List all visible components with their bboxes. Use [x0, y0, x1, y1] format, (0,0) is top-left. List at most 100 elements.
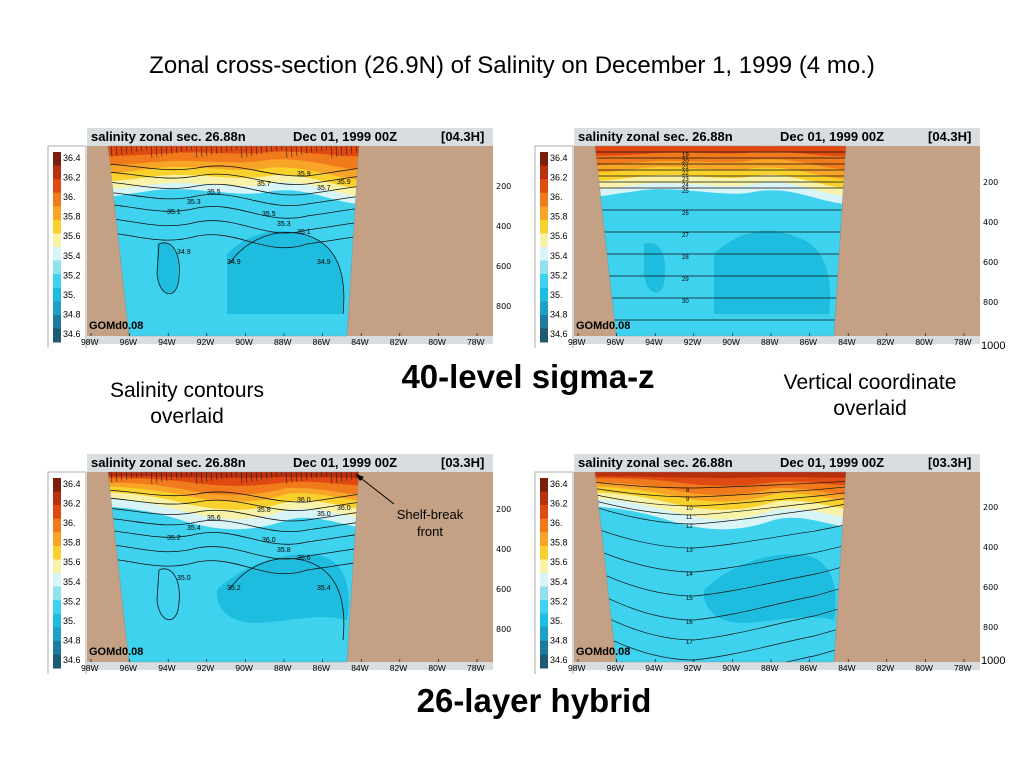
colorbar-swatch	[53, 573, 61, 588]
surface-contour	[325, 472, 328, 477]
colorbar-swatch	[53, 287, 61, 302]
colorbar-swatch	[540, 627, 548, 642]
surface-contour	[345, 472, 348, 482]
colorbar-tick: 36.	[63, 192, 76, 202]
slide-title: Zonal cross-section (26.9N) of Salinity …	[149, 52, 875, 79]
colorbar-tick: 36.	[63, 518, 76, 528]
surface-contour	[265, 472, 268, 480]
surface-contour	[205, 146, 208, 157]
surface-contour	[295, 146, 298, 157]
colorbar-tick: 35.	[550, 290, 563, 300]
colorbar-tick: 35.	[63, 616, 76, 626]
surface-contour	[135, 472, 138, 479]
annotation-line1: Shelf-break	[396, 507, 464, 522]
contour-label: 35.8	[257, 507, 271, 514]
contour-line	[108, 203, 359, 219]
surface-contour	[305, 146, 308, 155]
surface-contour	[215, 472, 218, 481]
colorbar-tick: 35.	[550, 616, 563, 626]
surface-contour	[225, 472, 228, 479]
water-column: 36.035.835.635.435.235.036.035.835.635.4…	[108, 472, 359, 662]
x-tick-label: 88W	[274, 337, 291, 347]
colorbar-tick: 35.2	[63, 270, 81, 280]
colorbar-swatch	[540, 165, 548, 180]
layer-label: 21	[682, 165, 689, 171]
colorbar-tick: 35.6	[550, 557, 568, 567]
surface-contour	[110, 146, 113, 158]
x-tick-label: 98W	[568, 663, 585, 673]
coordinate-line	[595, 494, 846, 516]
contour-label: 35.2	[227, 585, 241, 592]
surface-contour	[285, 472, 288, 485]
colorbar-swatch	[540, 328, 548, 343]
contour-label: 35.3	[277, 221, 291, 228]
model-label: GOMd0.08	[576, 646, 630, 658]
surface-contour	[290, 472, 293, 484]
surface-contour	[165, 472, 168, 482]
salinity-band	[108, 472, 359, 478]
x-tick-label: 80W	[915, 663, 932, 673]
colorbar-swatch	[53, 627, 61, 642]
salinity-band	[595, 146, 846, 157]
basin-outline	[107, 471, 360, 663]
x-tick-label: 90W	[235, 337, 252, 347]
colorbar-swatch	[540, 152, 548, 167]
contour-label: 35.6	[207, 515, 221, 522]
surface-contour	[265, 146, 268, 154]
salinity-patch	[714, 230, 831, 314]
surface-contour	[255, 146, 258, 156]
colorbar-swatch	[540, 287, 548, 302]
x-tick-label: 86W	[800, 337, 817, 347]
colorbar-tick: 36.4	[63, 479, 81, 489]
layer-label: 22	[682, 171, 689, 177]
contour-label: 35.5	[207, 189, 221, 196]
surface-contour	[195, 146, 198, 159]
depth-tick-label: 600	[496, 585, 512, 594]
salinity-patch	[157, 243, 179, 293]
colorbar-tick: 35.8	[63, 212, 81, 222]
colorbar-swatch	[540, 301, 548, 316]
contour-line	[108, 543, 359, 560]
colorbar-swatch	[540, 233, 548, 248]
surface-contour	[165, 146, 168, 156]
salinity-patch	[216, 554, 349, 623]
surface-contour	[180, 146, 183, 153]
contour-label: 35.0	[177, 575, 191, 582]
salinity-patch	[703, 554, 836, 623]
x-tick-label: 92W	[197, 337, 214, 347]
contour-label: 34.9	[317, 259, 331, 266]
contour-label: 35.3	[187, 199, 201, 206]
surface-contour	[300, 146, 303, 156]
x-tick-label: 84W	[351, 337, 368, 347]
panel-sigma-z-coordinates: 19 20 21 22 23 24 25 26 27 28 29 30 salinity zonal s…	[534, 114, 981, 348]
colorbar-swatch	[53, 532, 61, 547]
x-tick-label: 82W	[877, 663, 894, 673]
colorbar-swatch	[540, 613, 548, 628]
panel-date: Dec 01, 1999 00Z	[780, 455, 884, 470]
surface-contour	[310, 146, 313, 154]
x-tick-label: 88W	[761, 663, 778, 673]
contour-line	[108, 557, 359, 575]
surface-contour	[210, 146, 213, 156]
surface-contour	[145, 146, 148, 151]
layer-label: 11	[686, 515, 693, 521]
surface-contour	[155, 146, 158, 158]
layer-label: 12	[686, 524, 693, 530]
x-tick-label: 78W	[954, 337, 971, 347]
contour-label: 35.5	[262, 211, 276, 218]
panel-date: Dec 01, 1999 00Z	[293, 129, 397, 144]
surface-contour	[260, 472, 263, 481]
contour-line	[228, 558, 345, 641]
colorbar-swatch	[540, 179, 548, 194]
colorbar-tick: 35.4	[63, 577, 81, 587]
colorbar-swatch	[540, 192, 548, 207]
colorbar-tick: 36.	[550, 518, 563, 528]
surface-contour	[150, 146, 153, 159]
depth-tick-label: 600	[983, 258, 999, 267]
layer-label: 17	[686, 640, 693, 646]
surface-contour	[350, 472, 353, 481]
contour-line	[108, 181, 359, 196]
colorbar-swatch	[540, 314, 548, 329]
x-tick-label: 78W	[954, 663, 971, 673]
